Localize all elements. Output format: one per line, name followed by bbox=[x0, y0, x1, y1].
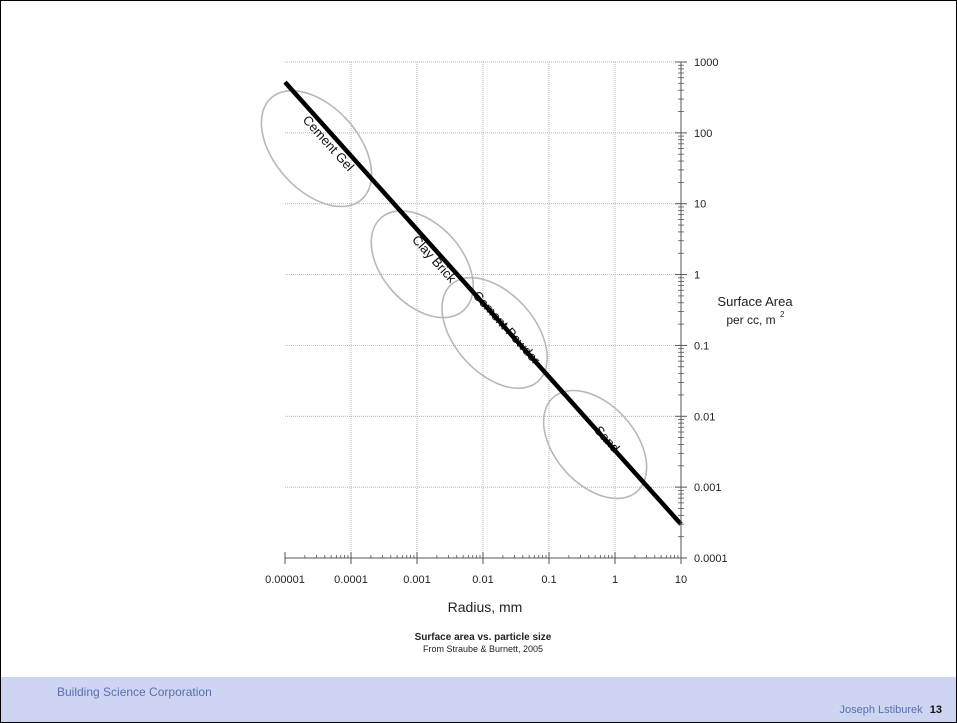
y-tick-label: 0.01 bbox=[694, 411, 715, 423]
y-axis-label-superscript: 2 bbox=[780, 310, 785, 319]
x-tick-label: 0.01 bbox=[472, 574, 493, 586]
x-tick-label: 0.00001 bbox=[265, 574, 305, 586]
y-tick-label: 1000 bbox=[694, 57, 718, 69]
chart-series bbox=[283, 80, 683, 526]
region-label: Clay Brick bbox=[409, 232, 460, 286]
region-group: Cement Powder bbox=[441, 276, 549, 390]
y-tick-label: 1 bbox=[694, 270, 700, 282]
footer-bar: Building Science Corporation Joseph Lsti… bbox=[1, 677, 956, 722]
footer-author: Joseph Lstiburek bbox=[839, 704, 923, 716]
region-ellipse bbox=[542, 389, 648, 500]
y-axis-label-line2: per cc, m bbox=[726, 313, 775, 327]
y-tick-label: 0.0001 bbox=[694, 553, 728, 565]
region-group: Sand bbox=[542, 389, 648, 500]
region-ellipse bbox=[370, 210, 475, 319]
chart-axes bbox=[284, 61, 687, 564]
series-line bbox=[283, 80, 683, 526]
x-tick-label: 10 bbox=[675, 574, 687, 586]
region-group: Clay Brick bbox=[370, 210, 475, 319]
chart-labels: 0.00001 0.0001 0.001 0.01 0.1 1 10 0.0001 0.001 0… bbox=[265, 57, 793, 654]
region-ellipse bbox=[441, 276, 549, 390]
x-tick-label: 0.1 bbox=[541, 574, 556, 586]
footer-author-page: Joseph Lstiburek 13 bbox=[840, 704, 942, 716]
x-tick-label: 0.001 bbox=[403, 574, 431, 586]
y-tick-label: 0.1 bbox=[694, 340, 709, 352]
y-tick-label: 100 bbox=[694, 128, 712, 140]
y-axis-label-line1: Surface Area bbox=[717, 294, 793, 309]
page-number: 13 bbox=[929, 704, 942, 716]
chart-subtitle: From Straube & Burnett, 2005 bbox=[423, 644, 543, 654]
x-axis-label: Radius, mm bbox=[448, 599, 523, 615]
x-tick-label: 1 bbox=[612, 574, 618, 586]
y-tick-label: 0.001 bbox=[694, 482, 722, 494]
y-tick-label: 10 bbox=[694, 199, 706, 211]
region-group: Cement Gel bbox=[260, 89, 373, 208]
region-ellipse bbox=[260, 89, 373, 208]
x-tick-label: 0.0001 bbox=[334, 574, 368, 586]
footer-organization: Building Science Corporation bbox=[57, 685, 212, 699]
chart-title: Surface area vs. particle size bbox=[415, 632, 552, 643]
